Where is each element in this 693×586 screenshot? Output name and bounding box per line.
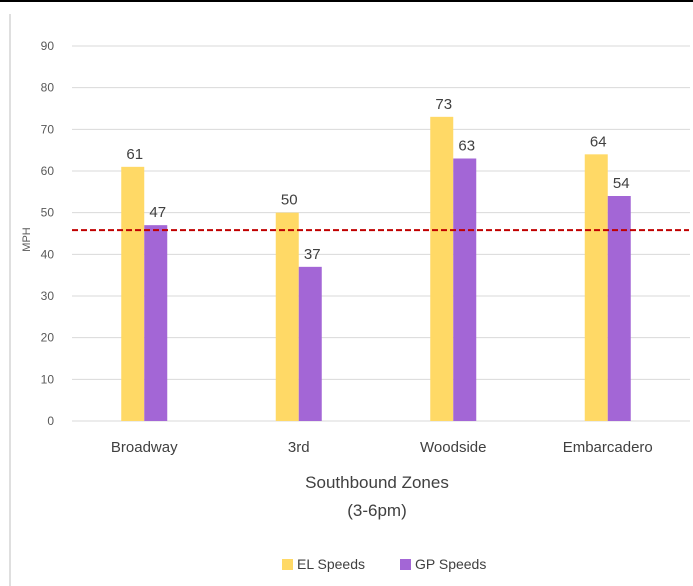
- data-label: 47: [149, 204, 166, 221]
- y-tick-label: 50: [41, 206, 55, 220]
- legend-label: GP Speeds: [415, 556, 486, 572]
- y-tick-label: 30: [41, 289, 55, 303]
- bar: [607, 196, 631, 421]
- x-category-label: Broadway: [111, 439, 178, 456]
- x-category-label: Embarcadero: [563, 439, 653, 456]
- x-axis-categories: Broadway 3rd Woodside Embarcadero: [111, 439, 653, 456]
- y-axis-title: MPH: [21, 227, 33, 252]
- bar: [298, 266, 322, 421]
- legend-swatch: [282, 559, 293, 570]
- y-tick-label: 90: [41, 39, 55, 53]
- bar: [121, 166, 145, 421]
- x-axis-title: Southbound Zones: [305, 473, 449, 492]
- gridlines: [72, 45, 690, 422]
- y-tick-label: 60: [41, 164, 55, 178]
- y-axis-ticks: 0 10 20 30 40 50 60 70 80 90: [41, 39, 55, 428]
- y-tick-label: 20: [41, 331, 55, 345]
- data-label: 50: [281, 192, 298, 209]
- y-tick-label: 70: [41, 122, 55, 136]
- data-label: 61: [126, 146, 143, 163]
- y-tick-label: 0: [47, 414, 54, 428]
- legend-swatch: [400, 559, 411, 570]
- x-axis-subtitle: (3-6pm): [347, 501, 407, 520]
- bar: [430, 116, 454, 421]
- y-tick-label: 80: [41, 81, 55, 95]
- bar: [453, 158, 477, 421]
- legend-label: EL Speeds: [297, 556, 365, 572]
- y-tick-label: 40: [41, 247, 55, 261]
- bar: [144, 225, 168, 421]
- y-tick-label: 10: [41, 372, 55, 386]
- data-label: 73: [435, 96, 452, 113]
- data-label: 54: [613, 175, 630, 192]
- data-label: 37: [304, 246, 321, 263]
- bar: [275, 212, 299, 421]
- data-labels: 61 47 50 37 73 63 64 54: [126, 96, 629, 263]
- legend: EL Speeds GP Speeds: [282, 556, 486, 572]
- x-category-label: Woodside: [420, 439, 486, 456]
- bars: [121, 116, 631, 422]
- data-label: 63: [458, 138, 475, 155]
- x-category-label: 3rd: [288, 439, 310, 456]
- data-label: 64: [590, 133, 607, 150]
- bar: [584, 154, 608, 422]
